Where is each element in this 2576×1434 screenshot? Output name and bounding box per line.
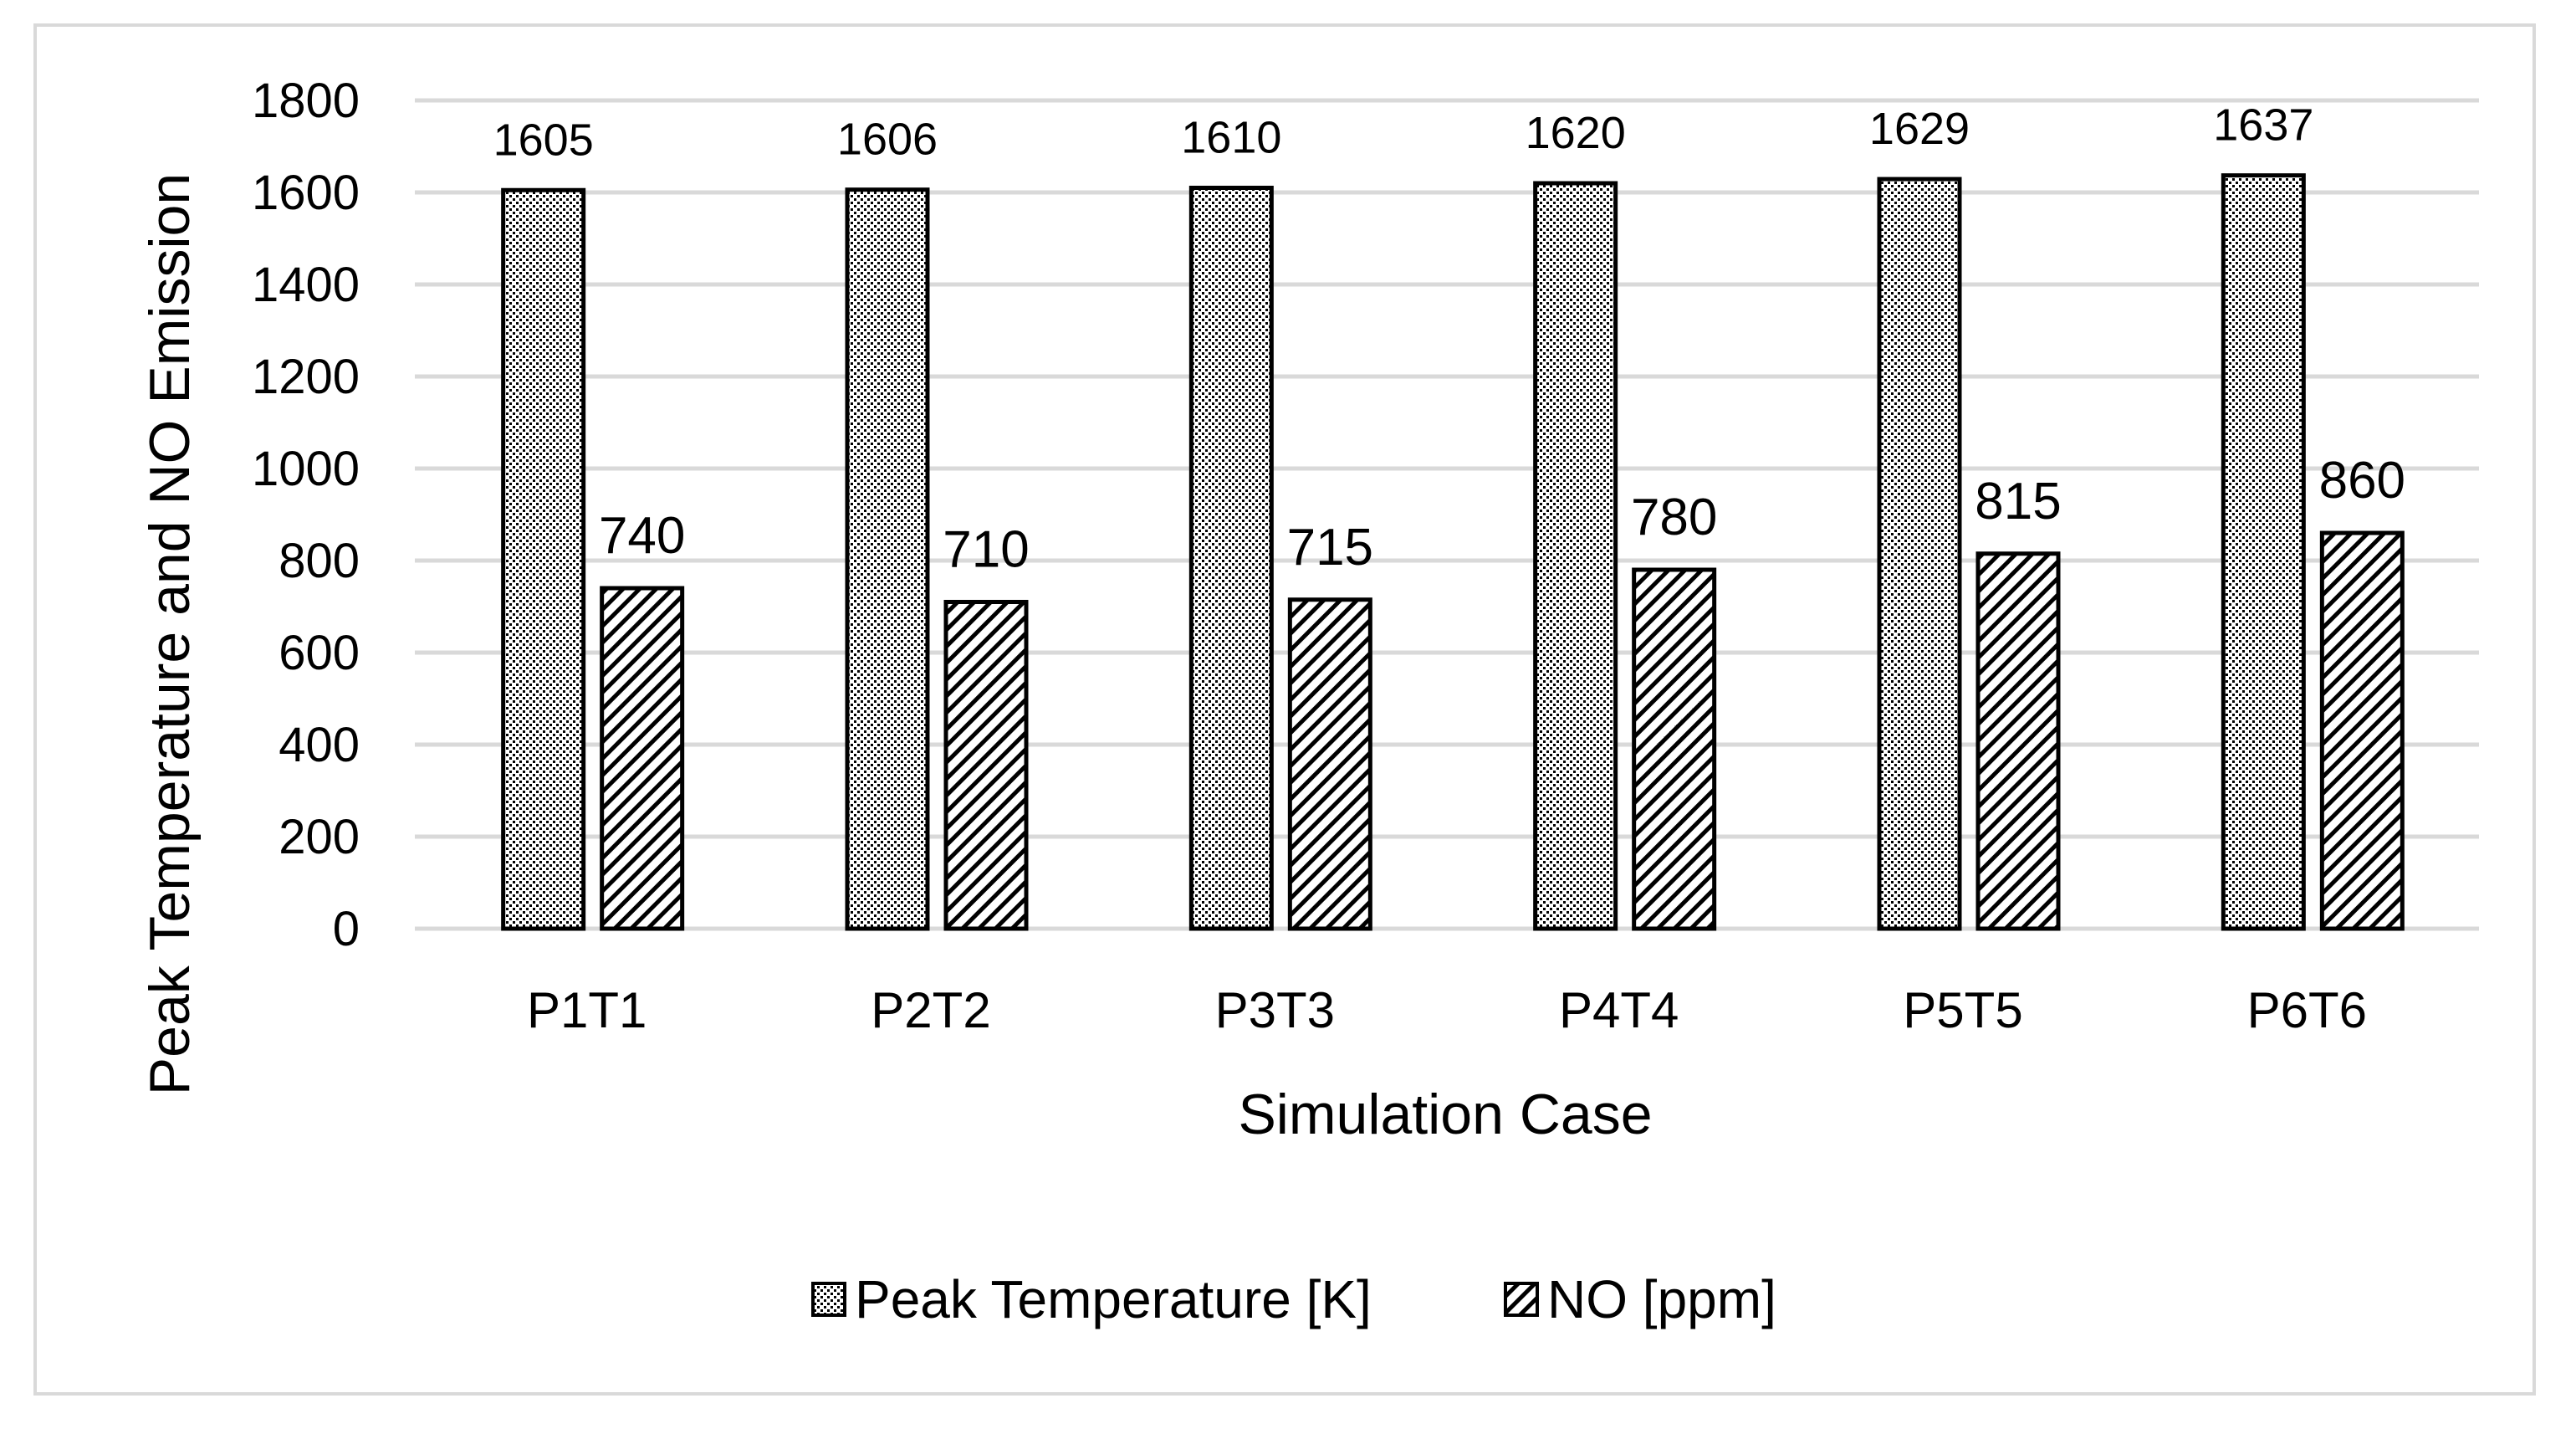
- x-category-label: P4T4: [1559, 982, 1679, 1038]
- legend-label-no-ppm: NO [ppm]: [1547, 1269, 1776, 1329]
- data-label-no-ppm-p4t4: 780: [1631, 489, 1717, 546]
- y-tick-label: 600: [279, 626, 360, 680]
- data-labels: 1605 740 1606 710 1610 715 1620 780 1629 815 1637 8…: [493, 100, 2405, 579]
- x-category-label: P3T3: [1215, 982, 1335, 1038]
- data-label-peak-temperature-p4t4: 1620: [1526, 108, 1626, 158]
- y-tick-label: 200: [279, 810, 360, 864]
- y-tick-label: 1000: [252, 442, 360, 496]
- y-tick-label: 800: [279, 534, 360, 588]
- legend-swatch-no-ppm: [1504, 1282, 1539, 1317]
- bar-no-ppm-p6t6: [2319, 530, 2405, 931]
- bar-peak-temperature-p2t2: [845, 187, 930, 931]
- bar-no-ppm-p4t4: [1632, 567, 1717, 931]
- x-category-label: P2T2: [871, 982, 990, 1038]
- legend-label-peak-temperature: Peak Temperature [K]: [855, 1269, 1372, 1329]
- data-label-peak-temperature-p6t6: 1637: [2213, 100, 2313, 151]
- legend: Peak Temperature [K] NO [ppm]: [811, 1269, 1776, 1329]
- data-label-no-ppm-p2t2: 710: [943, 521, 1029, 579]
- chart-frame: [33, 23, 2536, 1396]
- x-axis-title: Simulation Case: [1238, 1083, 1652, 1146]
- y-tick-label: 1800: [252, 74, 360, 128]
- bar-no-ppm-p1t1: [600, 586, 685, 931]
- bar-peak-temperature-p3t3: [1188, 186, 1274, 931]
- y-axis-title: Peak Temperature and NO Emission: [138, 173, 202, 1095]
- data-label-no-ppm-p5t5: 815: [1975, 473, 2061, 530]
- x-category-label: P6T6: [2247, 982, 2367, 1038]
- bar-peak-temperature-p1t1: [501, 187, 586, 931]
- bar-no-ppm-p3t3: [1287, 597, 1372, 931]
- y-tick-label: 400: [279, 718, 360, 772]
- y-tick-label: 1400: [252, 258, 360, 312]
- bar-no-ppm-p2t2: [943, 600, 1029, 931]
- x-category-label: P5T5: [1903, 982, 2022, 1038]
- y-tick-label: 1200: [252, 350, 360, 404]
- legend-swatch-peak-temperature: [811, 1282, 846, 1317]
- y-axis-ticks: 0 200 400 600 800 1000 1200 1400 1600 1800: [252, 74, 360, 956]
- bar-peak-temperature-p6t6: [2221, 173, 2306, 931]
- x-category-label: P1T1: [527, 982, 647, 1038]
- data-label-peak-temperature-p5t5: 1629: [1869, 104, 1970, 154]
- y-tick-label: 1600: [252, 166, 360, 220]
- data-label-no-ppm-p3t3: 715: [1287, 519, 1373, 576]
- bars: [501, 173, 2405, 931]
- data-label-peak-temperature-p2t2: 1606: [837, 115, 938, 165]
- data-label-peak-temperature-p3t3: 1610: [1181, 113, 1281, 163]
- data-label-no-ppm-p6t6: 860: [2319, 452, 2405, 510]
- data-label-no-ppm-p1t1: 740: [599, 507, 685, 565]
- y-tick-label: 0: [333, 902, 360, 956]
- bar-no-ppm-p5t5: [1975, 551, 2061, 931]
- x-axis-categories: P1T1 P2T2 P3T3 P4T4 P5T5 P6T6: [527, 982, 2367, 1038]
- gridlines: [415, 98, 2479, 931]
- data-label-peak-temperature-p1t1: 1605: [493, 115, 594, 165]
- bar-peak-temperature-p4t4: [1533, 181, 1618, 931]
- bar-peak-temperature-p5t5: [1877, 177, 1962, 931]
